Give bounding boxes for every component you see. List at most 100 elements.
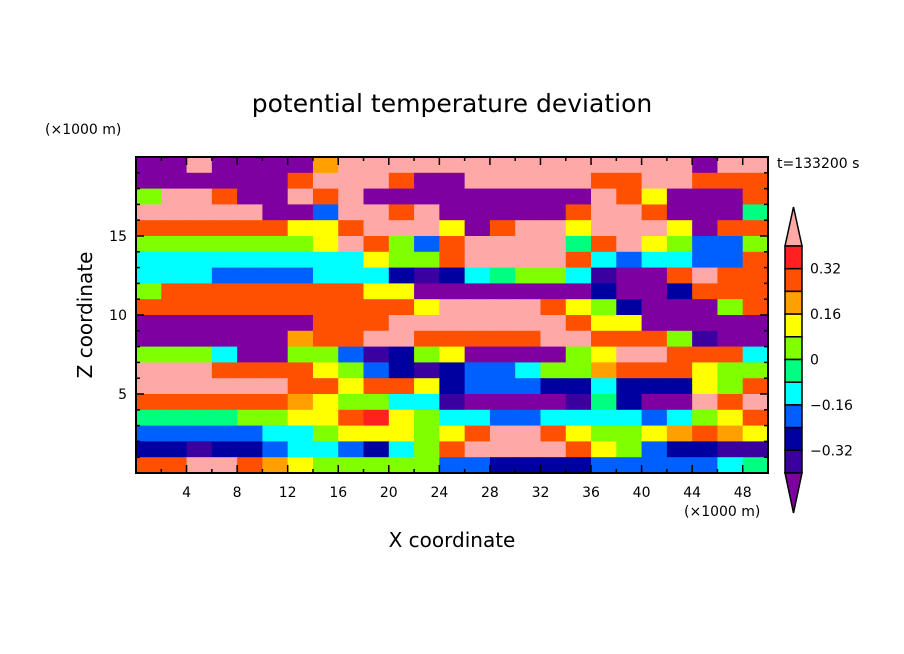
- heatmap-cell: [641, 425, 668, 442]
- colorbar-box: [784, 313, 803, 338]
- heatmap-cell: [414, 236, 440, 253]
- heatmap-cell: [211, 204, 238, 221]
- heatmap-cell: [414, 157, 440, 174]
- heatmap-cell: [287, 283, 314, 300]
- heatmap-cell: [692, 251, 719, 269]
- heatmap-cell: [616, 220, 643, 237]
- heatmap-cell: [186, 441, 213, 458]
- heatmap-cell: [186, 157, 213, 174]
- heatmap-cell: [742, 457, 769, 474]
- heatmap-cell: [211, 362, 238, 379]
- heatmap-cell: [287, 299, 314, 316]
- heatmap-cell: [692, 457, 719, 474]
- heatmap-cell: [161, 157, 188, 174]
- heatmap-cell: [312, 346, 339, 363]
- heatmap-cell: [363, 425, 390, 442]
- heatmap-cell: [237, 315, 263, 332]
- heatmap-cell: [388, 362, 415, 379]
- colorbar-box: [784, 449, 803, 474]
- heatmap-cell: [692, 267, 719, 284]
- heatmap-cell: [515, 299, 542, 316]
- heatmap-cell: [211, 236, 238, 253]
- heatmap-cell: [742, 299, 769, 316]
- heatmap-cell: [136, 378, 162, 395]
- heatmap-cell: [161, 220, 188, 237]
- heatmap-cell: [489, 394, 516, 411]
- heatmap-cell: [641, 315, 668, 332]
- heatmap-cell: [540, 362, 567, 379]
- heatmap-cell: [136, 251, 162, 269]
- heatmap-cell: [388, 330, 415, 348]
- heatmap-cell: [439, 220, 466, 237]
- heatmap-cell: [565, 315, 592, 332]
- y-tick-label: 5: [118, 387, 127, 403]
- heatmap-cell: [161, 394, 188, 411]
- heatmap-cell: [287, 157, 314, 174]
- heatmap-cell: [489, 236, 516, 253]
- heatmap-cell: [692, 236, 719, 253]
- heatmap-cell: [136, 457, 162, 474]
- heatmap-cell: [464, 204, 491, 221]
- heatmap-cell: [464, 330, 491, 348]
- heatmap-cell: [717, 267, 744, 284]
- heatmap-cell: [742, 425, 769, 442]
- heatmap-cell: [439, 188, 466, 205]
- heatmap-cell: [742, 346, 769, 363]
- heatmap-cell: [717, 315, 744, 332]
- heatmap-cell: [464, 157, 491, 174]
- heatmap-cell: [338, 236, 365, 253]
- heatmap-cell: [439, 441, 466, 458]
- heatmap-cell: [414, 283, 440, 300]
- colorbar-tick-label: 0: [810, 353, 819, 369]
- heatmap-cell: [591, 441, 617, 458]
- heatmap-cell: [515, 267, 542, 284]
- heatmap-cell: [211, 315, 238, 332]
- heatmap-cell: [464, 409, 491, 427]
- heatmap-cell: [262, 299, 289, 316]
- heatmap-cell: [237, 267, 263, 284]
- heatmap-cell: [439, 283, 466, 300]
- heatmap-cell: [388, 457, 415, 474]
- heatmap-cell: [186, 172, 213, 190]
- heatmap-cell: [666, 283, 693, 300]
- heatmap-cell: [262, 204, 289, 221]
- heatmap-cell: [262, 362, 289, 379]
- heatmap-cell: [616, 346, 643, 363]
- heatmap-cell: [287, 172, 314, 190]
- heatmap-cell: [742, 441, 769, 458]
- heatmap-cell: [439, 204, 466, 221]
- heatmap-cell: [692, 204, 719, 221]
- heatmap-cell: [262, 425, 289, 442]
- heatmap-cell: [666, 409, 693, 427]
- heatmap-cell: [692, 346, 719, 363]
- heatmap-cell: [565, 441, 592, 458]
- heatmap-cell: [388, 251, 415, 269]
- heatmap-cell: [717, 157, 744, 174]
- heatmap-cell: [641, 457, 668, 474]
- heatmap-cell: [287, 220, 314, 237]
- heatmap-cell: [692, 188, 719, 205]
- heatmap-cell: [565, 362, 592, 379]
- heatmap-cell: [439, 267, 466, 284]
- x-tick-label: 16: [329, 485, 347, 501]
- heatmap-cell: [540, 251, 567, 269]
- heatmap-cell: [388, 157, 415, 174]
- colorbar-box: [784, 290, 803, 315]
- heatmap-cell: [186, 267, 213, 284]
- colorbar-tick-label: −0.16: [810, 398, 853, 414]
- heatmap-cell: [616, 425, 643, 442]
- heatmap-cell: [414, 204, 440, 221]
- heatmap-cell: [591, 267, 617, 284]
- heatmap-cell: [515, 457, 542, 474]
- heatmap-cell: [616, 188, 643, 205]
- heatmap-cell: [211, 283, 238, 300]
- heatmap-cell: [211, 267, 238, 284]
- heatmap-cell: [211, 220, 238, 237]
- heatmap-cell: [616, 330, 643, 348]
- heatmap-cell: [515, 157, 542, 174]
- heatmap-cell: [439, 409, 466, 427]
- heatmap-cell: [136, 204, 162, 221]
- heatmap-cell: [591, 394, 617, 411]
- heatmap-cell: [237, 441, 263, 458]
- heatmap-cell: [489, 157, 516, 174]
